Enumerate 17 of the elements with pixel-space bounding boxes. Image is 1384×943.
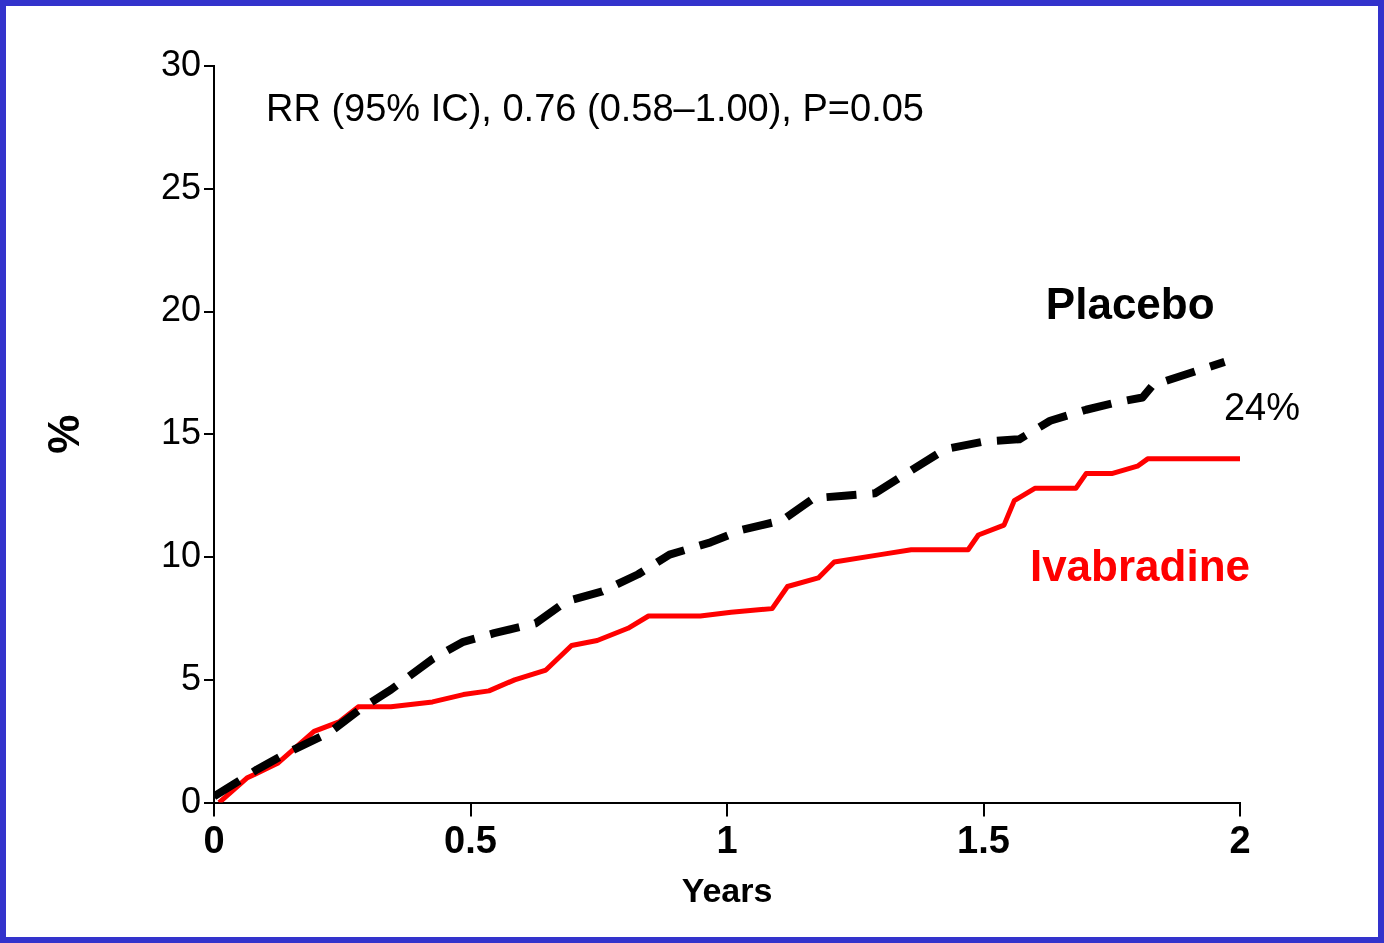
y-tick-label: 30: [160, 42, 201, 84]
x-axis-title: Years: [681, 870, 773, 909]
y-tick-label: 5: [180, 656, 201, 698]
y-tick-label: 15: [160, 411, 201, 453]
y-tick-label: 25: [160, 165, 201, 207]
x-tick-label: 1.5: [957, 818, 1010, 861]
y-tick-label: 10: [160, 533, 201, 575]
y-axis-title: %: [38, 414, 88, 454]
series-label: Ivabradine: [1029, 540, 1250, 590]
x-tick-label: 1: [716, 818, 738, 861]
annotation: 24%: [1223, 386, 1300, 429]
x-tick-label: 0.5: [444, 818, 497, 861]
x-tick-label: 2: [1229, 818, 1251, 861]
y-tick-label: 20: [160, 288, 201, 330]
y-tick-label: 0: [180, 779, 201, 821]
series-label: Placebo: [1045, 279, 1215, 329]
annotation: RR (95% IC), 0.76 (0.58–1.00), P=0.05: [266, 87, 924, 130]
